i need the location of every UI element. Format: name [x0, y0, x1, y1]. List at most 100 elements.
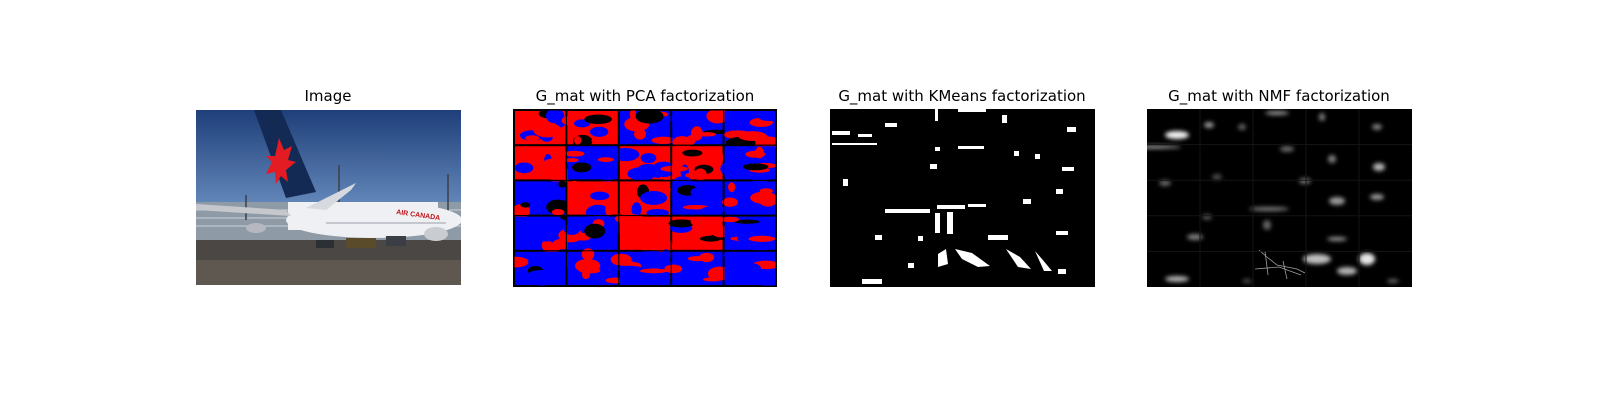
- nmf-blob: [1337, 267, 1357, 275]
- pca-blob: [573, 200, 583, 205]
- pca-blob: [759, 228, 771, 234]
- pca-blob: [545, 110, 565, 124]
- nmf-blob: [1242, 279, 1252, 283]
- nmf-blob: [1159, 180, 1171, 186]
- pca-blob: [574, 136, 582, 145]
- nmf-blob: [1187, 234, 1203, 240]
- kmeans-mask: [832, 109, 1076, 284]
- pca-blob: [722, 197, 738, 207]
- photo-panel: AIR CANADA: [196, 110, 461, 285]
- pca-blob: [541, 158, 565, 174]
- nmf-blob: [1328, 155, 1336, 163]
- pca-blob: [589, 126, 609, 137]
- pca-blob: [613, 265, 643, 272]
- panel-title-kmeans: G_mat with KMeans factorization: [838, 87, 1086, 105]
- pca-blob: [523, 181, 531, 187]
- pca-blob: [629, 110, 636, 121]
- pca-blob: [525, 135, 540, 142]
- pca-blob: [534, 236, 557, 242]
- nmf-airplane-trace: [1254, 249, 1306, 280]
- nmf-blob: [1280, 146, 1294, 152]
- nmf-blob: [1299, 178, 1311, 184]
- pca-blob: [579, 267, 601, 274]
- pca-blob: [534, 195, 544, 204]
- pca-blob: [640, 153, 657, 164]
- kmeans-panel: [830, 109, 1095, 287]
- pca-blob: [546, 199, 570, 215]
- nmf-blob: [1249, 207, 1289, 211]
- pca-blob: [563, 223, 581, 235]
- pca-blob: [614, 213, 645, 224]
- pca-blob: [591, 137, 610, 144]
- pca-blob: [748, 235, 776, 242]
- nmf-blob: [1263, 220, 1271, 230]
- nmf-blob: [1204, 122, 1214, 128]
- pca-blob: [565, 158, 579, 163]
- pca-blob: [651, 136, 676, 144]
- pca-blob: [755, 256, 762, 262]
- pca-blob: [605, 202, 613, 217]
- nmf-blob: [1327, 237, 1347, 241]
- pca-blob: [674, 116, 694, 121]
- pca-blob: [698, 132, 717, 137]
- pca-blob: [514, 162, 534, 174]
- pca-blob: [750, 171, 770, 183]
- pca-blob: [597, 157, 614, 162]
- pca-blob: [590, 191, 610, 201]
- pca-blob: [533, 122, 562, 138]
- pca-map: [514, 110, 776, 286]
- pca-blob: [668, 219, 695, 228]
- pca-blob: [585, 204, 611, 221]
- pca-blob: [701, 150, 725, 166]
- pca-blob: [592, 205, 603, 210]
- nmf-blob: [1165, 131, 1189, 139]
- nmf-blob: [1147, 145, 1181, 149]
- pca-blob: [564, 150, 585, 157]
- pca-blob: [690, 186, 711, 198]
- nmf-blob: [1303, 254, 1331, 264]
- pca-blob: [733, 219, 760, 224]
- pca-blob: [700, 261, 720, 267]
- pca-blob: [694, 168, 707, 181]
- nmf-blob: [1212, 174, 1222, 180]
- nmf-panel: [1147, 109, 1412, 287]
- pca-blob: [728, 182, 736, 193]
- pca-blob: [631, 202, 642, 217]
- pca-blob: [514, 204, 531, 219]
- pca-blob: [745, 150, 766, 158]
- pca-blob: [722, 253, 732, 258]
- pca-blob: [647, 220, 669, 234]
- pca-blob: [682, 149, 703, 157]
- pca-blob: [739, 271, 767, 285]
- pca-blob: [646, 208, 669, 217]
- pca-blob: [750, 191, 776, 204]
- nmf-blob: [1202, 214, 1212, 220]
- pca-blob: [518, 147, 527, 153]
- nmf-blob: [1359, 253, 1375, 265]
- pca-blob: [558, 180, 567, 188]
- pca-blob: [737, 234, 750, 242]
- pca-blob: [759, 272, 776, 286]
- nmf-blob: [1165, 276, 1189, 282]
- pca-blob: [682, 204, 709, 210]
- pca-blob: [514, 256, 529, 268]
- pca-blob: [584, 114, 612, 125]
- nmf-blob: [1238, 124, 1246, 130]
- pca-blob: [640, 191, 668, 205]
- pca-blob: [611, 147, 640, 162]
- pca-blob: [687, 255, 707, 262]
- nmf-blob: [1373, 163, 1385, 171]
- panel-title-nmf: G_mat with NMF factorization: [1168, 87, 1390, 105]
- pca-blob: [626, 234, 639, 243]
- pca-blob: [602, 170, 613, 186]
- nmf-blob: [1370, 194, 1384, 200]
- pca-blob: [720, 216, 740, 223]
- pca-tile-border: [723, 250, 776, 286]
- panel-title-image: Image: [304, 87, 352, 105]
- pca-blob: [664, 264, 683, 274]
- nmf-blob: [1329, 197, 1345, 205]
- nmf-blob: [1372, 124, 1382, 130]
- pca-blob: [539, 274, 546, 286]
- nmf-map: [1147, 109, 1412, 287]
- airplane-photo: AIR CANADA: [196, 110, 461, 285]
